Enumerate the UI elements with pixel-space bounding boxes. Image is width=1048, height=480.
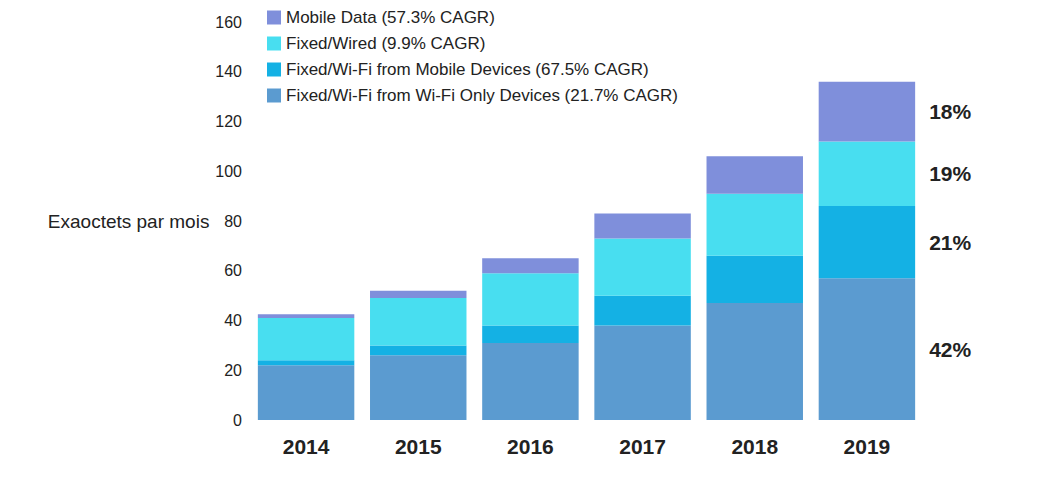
svg-text:140: 140 [215,63,242,80]
svg-text:0: 0 [233,412,242,429]
svg-text:2019: 2019 [844,435,891,458]
svg-text:80: 80 [224,213,242,230]
svg-text:Mobile Data (57.3% CAGR): Mobile Data (57.3% CAGR) [286,8,495,27]
svg-text:100: 100 [215,163,242,180]
svg-text:Fixed/Wired (9.9% CAGR): Fixed/Wired (9.9% CAGR) [286,34,485,53]
svg-text:160: 160 [215,14,242,31]
svg-text:19%: 19% [929,162,971,185]
svg-text:18%: 18% [929,100,971,123]
svg-text:40: 40 [224,312,242,329]
svg-text:2014: 2014 [283,435,330,458]
svg-text:60: 60 [224,262,242,279]
svg-text:42%: 42% [929,338,971,361]
svg-text:Fixed/Wi-Fi from Mobile Device: Fixed/Wi-Fi from Mobile Devices (67.5% C… [286,60,649,79]
svg-text:2018: 2018 [731,435,778,458]
svg-text:2017: 2017 [619,435,666,458]
svg-text:2016: 2016 [507,435,554,458]
svg-text:20: 20 [224,362,242,379]
svg-text:21%: 21% [929,231,971,254]
svg-text:Exaoctets par mois: Exaoctets par mois [48,211,210,232]
svg-text:2015: 2015 [395,435,442,458]
svg-text:120: 120 [215,113,242,130]
svg-text:Fixed/Wi-Fi from Wi-Fi Only De: Fixed/Wi-Fi from Wi-Fi Only Devices (21.… [286,86,678,105]
